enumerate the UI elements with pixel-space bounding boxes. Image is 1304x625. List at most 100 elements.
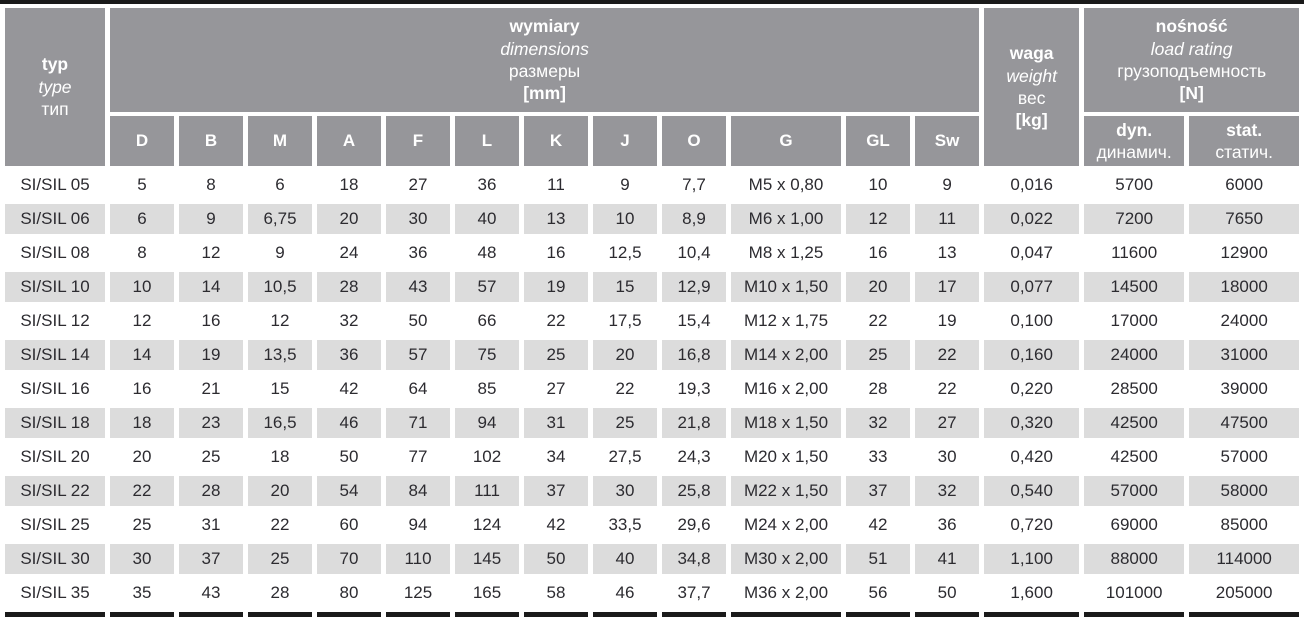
bottom-border-segment [984,612,1080,617]
cell-value: 50 [317,442,381,472]
cell-value: 85 [455,374,519,404]
cell-value: 0,720 [984,510,1080,540]
cell-value: 88000 [1084,544,1185,574]
cell-value: 12,5 [593,238,657,268]
cell-value: 31000 [1189,340,1300,370]
cell-value: 10,5 [248,272,312,302]
cell-value: 5700 [1084,170,1185,200]
cell-value: 6 [248,170,312,200]
cell-value: 0,016 [984,170,1080,200]
cell-value: 17000 [1084,306,1185,336]
cell-value: 114000 [1189,544,1300,574]
cell-value: M24 x 2,00 [731,510,841,540]
cell-value: 50 [386,306,450,336]
cell-value: 56 [846,578,910,608]
bottom-border-segment [915,612,980,617]
cell-value: 6000 [1189,170,1300,200]
cell-type: SI/SIL 22 [5,476,105,506]
col-header-D: D [110,116,174,166]
cell-value: 16,8 [662,340,726,370]
cell-value: 51 [846,544,910,574]
header-dimensions-group: wymiary dimensions размеры [mm] [110,8,980,112]
cell-value: 43 [386,272,450,302]
cell-value: 8,9 [662,204,726,234]
cell-value: 42 [524,510,588,540]
cell-value: 10,4 [662,238,726,268]
cell-value: 8 [110,238,174,268]
cell-value: M12 x 1,75 [731,306,841,336]
cell-value: 145 [455,544,519,574]
cell-type: SI/SIL 30 [5,544,105,574]
table-bottom-border [5,612,1300,617]
cell-value: 70 [317,544,381,574]
cell-value: 28500 [1084,374,1185,404]
cell-value: 9 [248,238,312,268]
header-type-ru: тип [41,99,69,120]
cell-value: 14 [110,340,174,370]
cell-value: 15,4 [662,306,726,336]
header-dimensions-en: dimensions [500,38,589,59]
col-header-Sw: Sw [915,116,980,166]
cell-value: 19 [179,340,243,370]
table-row: SI/SIL 30 30 37 25 70 110 145 50 40 34,8 M30 x 2,0… [5,544,1300,574]
cell-value: 19 [915,306,980,336]
cell-value: 11 [915,204,980,234]
table-row: SI/SIL 35 35 43 28 80 125 165 58 46 37,7 M36 x 2,0… [5,578,1300,608]
cell-value: 20 [317,204,381,234]
cell-value: 22 [248,510,312,540]
bottom-border-segment [386,612,450,617]
col-header-J: J [593,116,657,166]
col-header-stat: stat. статич. [1189,116,1300,166]
cell-type: SI/SIL 18 [5,408,105,438]
cell-value: 30 [915,442,980,472]
cell-value: 16 [179,306,243,336]
cell-value: 24 [317,238,381,268]
cell-value: 31 [524,408,588,438]
header-weight-en: weight [1006,65,1057,86]
cell-value: 13 [915,238,980,268]
cell-value: 8 [179,170,243,200]
cell-value: 57 [455,272,519,302]
cell-value: 5 [110,170,174,200]
bottom-border-segment [110,612,174,617]
cell-value: M14 x 2,00 [731,340,841,370]
cell-value: 37 [179,544,243,574]
cell-value: 19 [524,272,588,302]
cell-value: 39000 [1189,374,1300,404]
bottom-border-segment [846,612,910,617]
cell-value: 27 [915,408,980,438]
cell-value: 32 [915,476,980,506]
cell-type: SI/SIL 20 [5,442,105,472]
cell-value: 0,320 [984,408,1080,438]
cell-type: SI/SIL 08 [5,238,105,268]
table-row: SI/SIL 18 18 23 16,5 46 71 94 31 25 21,8 M18 x 1,5… [5,408,1300,438]
table-header: typ type тип wymiary dimensions размеры … [5,8,1300,166]
cell-value: 64 [386,374,450,404]
cell-value: 94 [386,510,450,540]
bottom-border-segment [248,612,312,617]
cell-value: 22 [524,306,588,336]
cell-value: 85000 [1189,510,1300,540]
header-load-ru: грузоподъемность [1117,61,1267,81]
bottom-border-segment [455,612,519,617]
cell-value: 40 [593,544,657,574]
table-row: SI/SIL 05 5 8 6 18 27 36 11 9 7,7 M5 x 0,80 10 9 0,01… [5,170,1300,200]
spec-table: typ type тип wymiary dimensions размеры … [0,4,1304,621]
table-body: SI/SIL 05 5 8 6 18 27 36 11 9 7,7 M5 x 0,80 10 9 0,01… [5,170,1300,608]
table-row: SI/SIL 12 12 16 12 32 50 66 22 17,5 15,4 M12 x 1,7… [5,306,1300,336]
cell-value: 16 [846,238,910,268]
cell-value: 80 [317,578,381,608]
col-header-dyn-latin: dyn. [1116,119,1153,140]
cell-value: 0,420 [984,442,1080,472]
table-row: SI/SIL 10 10 14 10,5 28 43 57 19 15 12,9 M10 x 1,5… [5,272,1300,302]
col-header-dyn-cyr: динамич. [1096,142,1172,162]
cell-value: 31 [179,510,243,540]
cell-value: 18000 [1189,272,1300,302]
cell-value: 102 [455,442,519,472]
cell-value: 0,160 [984,340,1080,370]
cell-value: 13,5 [248,340,312,370]
cell-value: 33 [846,442,910,472]
cell-value: 11 [524,170,588,200]
cell-value: M20 x 1,50 [731,442,841,472]
